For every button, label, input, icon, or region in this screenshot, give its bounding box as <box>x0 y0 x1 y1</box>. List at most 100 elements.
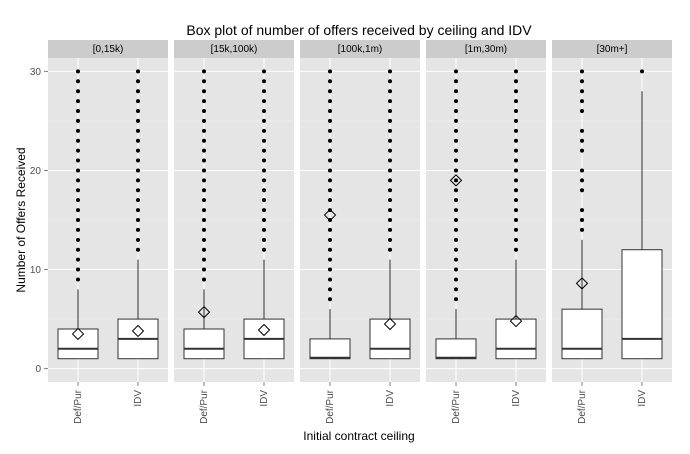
outlier-point <box>454 227 458 232</box>
mean-marker <box>71 327 85 341</box>
outlier-point <box>388 218 392 222</box>
outlier-point <box>76 178 80 183</box>
outlier-point <box>514 198 518 203</box>
box-body <box>57 328 99 360</box>
outlier-point <box>136 188 140 193</box>
outlier-point <box>454 148 458 153</box>
box-idv <box>621 69 663 360</box>
outlier-point <box>514 118 518 123</box>
outlier-point <box>76 257 80 262</box>
outlier-point <box>76 208 80 213</box>
outlier-point <box>388 227 392 232</box>
outlier-point <box>454 109 458 114</box>
box-idv <box>243 69 285 360</box>
outlier-point <box>454 168 458 173</box>
outlier-point <box>514 148 518 153</box>
outlier-point <box>76 247 80 252</box>
outlier-point <box>580 188 584 193</box>
outlier-point <box>454 208 458 213</box>
outlier-point <box>388 89 392 94</box>
outlier-point <box>76 158 80 163</box>
facet-panel: [0,15k) Def/Pur IDV <box>48 40 168 424</box>
mean-marker <box>575 277 589 290</box>
outlier-point <box>328 277 332 282</box>
outlier-point <box>202 277 206 282</box>
outlier-point <box>76 188 80 193</box>
outlier-point <box>388 99 392 104</box>
outlier-point <box>640 69 644 74</box>
outlier-point <box>202 79 206 84</box>
outlier-point <box>202 247 206 252</box>
outlier-point <box>454 277 458 282</box>
outlier-point <box>454 118 458 123</box>
outlier-point <box>136 128 140 133</box>
outlier-point <box>328 69 332 74</box>
outlier-point <box>202 198 206 203</box>
outlier-point <box>262 188 266 193</box>
outlier-point <box>454 99 458 104</box>
outlier-point <box>136 168 140 173</box>
x-tick-label: Def/Pur <box>325 389 336 424</box>
x-tick-label: Def/Pur <box>577 389 588 424</box>
outlier-point <box>262 218 266 222</box>
mean-marker <box>383 317 397 331</box>
outlier-point <box>136 79 140 84</box>
outlier-point <box>76 118 80 123</box>
mean-marker <box>131 324 145 338</box>
outlier-point <box>262 69 266 74</box>
outlier-point <box>580 148 584 153</box>
outlier-point <box>328 287 332 292</box>
outlier-point <box>388 178 392 183</box>
outlier-point <box>136 138 140 143</box>
outlier-point <box>328 227 332 232</box>
outlier-point <box>514 128 518 133</box>
outlier-point <box>514 227 518 232</box>
outlier-point <box>262 178 266 183</box>
outlier-point <box>202 168 206 173</box>
outlier-point <box>262 168 266 173</box>
outlier-point <box>262 79 266 84</box>
x-tick-label: Def/Pur <box>199 389 210 424</box>
outlier-point <box>262 237 266 242</box>
outlier-point <box>388 237 392 242</box>
facet-strip <box>300 40 420 58</box>
outlier-point <box>202 99 206 104</box>
outlier-point <box>580 208 584 213</box>
outlier-point <box>76 237 80 242</box>
outlier-point <box>514 99 518 104</box>
outlier-point <box>514 188 518 193</box>
box-idv <box>117 69 159 360</box>
facet-panel: [30m+] Def/Pur IDV <box>552 40 672 424</box>
facet-strip-label: [0,15k) <box>93 44 124 55</box>
outlier-point <box>328 79 332 84</box>
outlier-point <box>76 198 80 203</box>
outlier-point <box>262 158 266 163</box>
outlier-point <box>388 128 392 133</box>
x-tick-label: IDV <box>133 390 144 407</box>
mean-marker <box>257 323 271 337</box>
box-def-pur <box>309 69 351 360</box>
outlier-point <box>388 198 392 203</box>
outlier-point <box>262 89 266 94</box>
outlier-point <box>262 118 266 123</box>
outlier-point <box>328 168 332 173</box>
outlier-point <box>262 128 266 133</box>
outlier-point <box>262 109 266 114</box>
facet-strip <box>552 40 672 58</box>
outlier-point <box>328 148 332 153</box>
outlier-point <box>514 69 518 74</box>
outlier-point <box>202 138 206 143</box>
outlier-point <box>76 99 80 104</box>
y-axis-title: Number of Offers Received <box>14 147 28 292</box>
outlier-point <box>202 208 206 213</box>
facet-strip-label: [1m,30m) <box>465 44 507 55</box>
outlier-point <box>76 168 80 173</box>
outlier-point <box>202 118 206 123</box>
facet-strip-label: [100k,1m) <box>338 44 382 55</box>
outlier-point <box>454 79 458 84</box>
outlier-point <box>454 218 458 222</box>
outlier-point <box>388 69 392 74</box>
outlier-point <box>454 89 458 94</box>
outlier-point <box>580 178 584 183</box>
